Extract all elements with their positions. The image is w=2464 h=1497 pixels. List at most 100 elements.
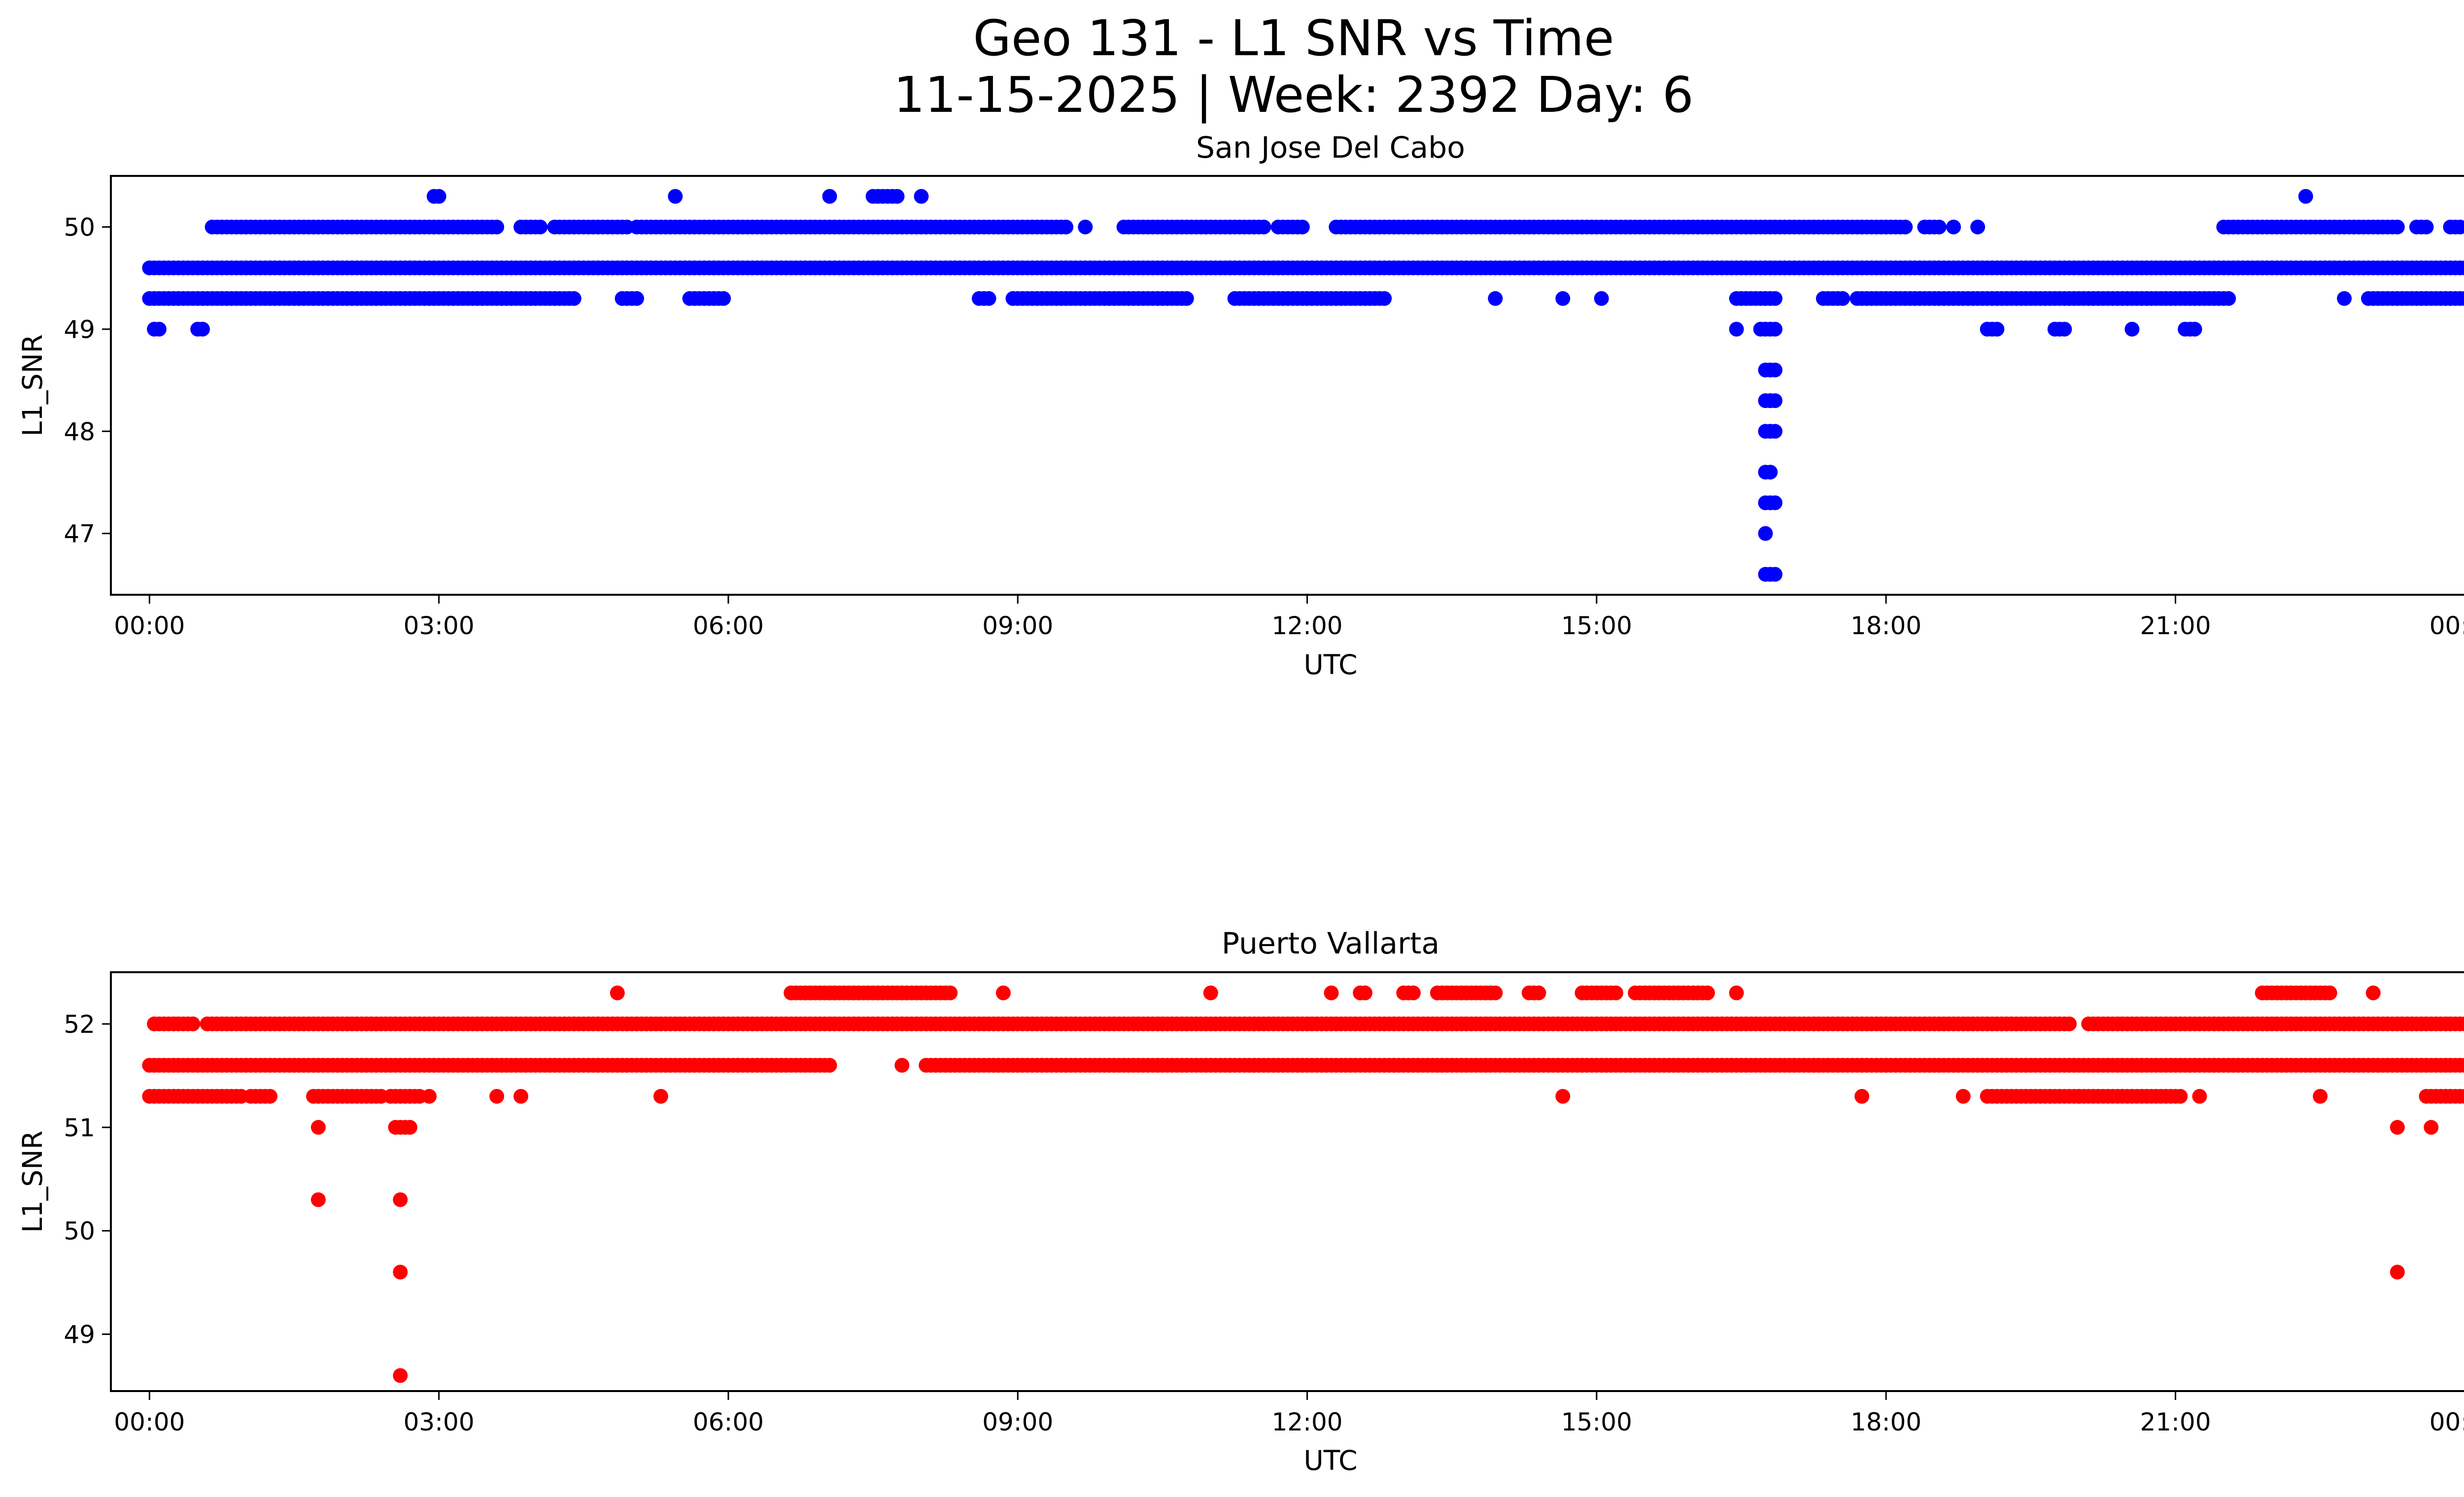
data-point bbox=[1946, 219, 1961, 235]
data-point bbox=[2457, 1017, 2464, 1031]
x-axis-label: UTC bbox=[1303, 649, 1357, 680]
x-tick-label: 00:00 bbox=[114, 612, 185, 640]
figure-title-line2: 11-15-2025 | Week: 2392 Day: 6 bbox=[893, 66, 1693, 124]
x-tick-label: 15:00 bbox=[1561, 1408, 1632, 1436]
data-point bbox=[513, 1089, 528, 1104]
y-tick-labels: 47 48 49 50 bbox=[64, 213, 111, 548]
data-point bbox=[2057, 322, 2072, 337]
x-axis-label: UTC bbox=[1303, 1445, 1357, 1476]
data-point bbox=[1768, 567, 1782, 582]
data-point bbox=[195, 322, 210, 337]
data-point bbox=[2298, 189, 2313, 204]
data-point bbox=[1768, 393, 1782, 408]
data-point bbox=[1594, 291, 1609, 306]
data-point bbox=[566, 291, 582, 306]
data-point bbox=[1203, 986, 1218, 1000]
y-tick-label: 50 bbox=[64, 1217, 95, 1246]
data-point bbox=[1179, 291, 1194, 306]
data-point bbox=[653, 1089, 668, 1104]
y-tick-label: 51 bbox=[64, 1114, 95, 1142]
data-point bbox=[422, 1089, 437, 1104]
data-point bbox=[263, 1089, 277, 1104]
y-tick-label: 50 bbox=[64, 213, 95, 242]
data-point bbox=[1256, 219, 1271, 235]
y-tick-label: 49 bbox=[64, 315, 95, 344]
data-point bbox=[1608, 986, 1623, 1000]
data-point bbox=[1324, 986, 1339, 1000]
plot-frame bbox=[110, 175, 2464, 596]
x-tick-label: 21:00 bbox=[2140, 1408, 2211, 1436]
x-tick-label: 03:00 bbox=[404, 1408, 475, 1436]
x-tick-label: 12:00 bbox=[1272, 612, 1343, 640]
data-point bbox=[1768, 495, 1782, 510]
data-point bbox=[393, 1192, 408, 1207]
panel-puerto-vallarta: Puerto Vallarta 00:00 03:00 06:00 09:00 12:0… bbox=[17, 926, 2464, 1476]
data-point bbox=[890, 189, 905, 204]
x-tick-label: 03:00 bbox=[404, 612, 475, 640]
data-point bbox=[716, 291, 731, 306]
x-tick-label: 15:00 bbox=[1561, 612, 1632, 640]
data-point bbox=[2390, 219, 2405, 235]
data-point bbox=[2457, 260, 2464, 275]
data-point bbox=[822, 189, 837, 204]
data-point bbox=[1059, 219, 1074, 235]
data-point bbox=[1854, 1089, 1870, 1104]
data-point bbox=[1931, 219, 1947, 235]
data-point bbox=[1768, 362, 1782, 377]
y-axis-label: L1_SNR bbox=[17, 1130, 48, 1232]
x-tick-labels: 00:00 03:00 06:00 09:00 12:00 15:00 18:00 21:00… bbox=[114, 1391, 2464, 1436]
data-point bbox=[393, 1264, 408, 1280]
data-point bbox=[393, 1368, 408, 1383]
x-tick-label: 18:00 bbox=[1850, 612, 1921, 640]
x-tick-label: 00:00 bbox=[114, 1408, 185, 1436]
data-point bbox=[894, 1057, 910, 1073]
data-point bbox=[2313, 1089, 2328, 1104]
x-tick-label: 06:00 bbox=[693, 1408, 764, 1436]
data-point bbox=[981, 291, 996, 306]
scatter-points bbox=[142, 189, 2464, 582]
data-point bbox=[2457, 1058, 2464, 1073]
data-point bbox=[1531, 986, 1546, 1000]
data-point bbox=[2187, 322, 2202, 337]
data-point bbox=[1488, 986, 1503, 1000]
data-point bbox=[2221, 291, 2236, 306]
data-point bbox=[2173, 1089, 2188, 1104]
data-point bbox=[2192, 1089, 2207, 1104]
data-point bbox=[1768, 424, 1782, 439]
data-point bbox=[1898, 219, 1913, 235]
data-point bbox=[668, 189, 683, 204]
data-point bbox=[151, 322, 167, 337]
data-point bbox=[431, 189, 446, 204]
x-tick-label: 09:00 bbox=[982, 612, 1053, 640]
panel-title: Puerto Vallarta bbox=[1222, 926, 1439, 961]
data-point bbox=[310, 1192, 326, 1207]
data-point bbox=[1555, 291, 1571, 306]
data-point bbox=[2457, 291, 2464, 306]
x-tick-label: 00:00 bbox=[2430, 1408, 2464, 1436]
data-point bbox=[1729, 322, 1744, 337]
data-point bbox=[2419, 219, 2434, 235]
panel-title: San Jose Del Cabo bbox=[1196, 131, 1465, 165]
y-tick-label: 47 bbox=[64, 520, 95, 548]
y-tick-labels: 49 50 51 52 bbox=[64, 1010, 111, 1349]
data-point bbox=[1768, 291, 1782, 306]
data-point bbox=[489, 1089, 505, 1104]
data-point bbox=[1955, 1089, 1971, 1104]
data-point bbox=[1970, 219, 1985, 235]
data-point bbox=[402, 1120, 417, 1135]
data-point bbox=[1488, 291, 1503, 306]
data-point bbox=[995, 986, 1011, 1000]
data-point bbox=[1358, 986, 1372, 1000]
data-point bbox=[2424, 1120, 2439, 1135]
data-point bbox=[2390, 1120, 2405, 1135]
data-point bbox=[629, 291, 644, 306]
data-point bbox=[2365, 986, 2381, 1000]
figure-title-line1: Geo 131 - L1 SNR vs Time bbox=[973, 9, 1614, 67]
data-point bbox=[1989, 322, 2005, 337]
data-point bbox=[2124, 322, 2140, 337]
data-point bbox=[1758, 526, 1773, 541]
data-point bbox=[914, 189, 929, 204]
data-point bbox=[1768, 322, 1782, 337]
x-tick-label: 06:00 bbox=[693, 612, 764, 640]
